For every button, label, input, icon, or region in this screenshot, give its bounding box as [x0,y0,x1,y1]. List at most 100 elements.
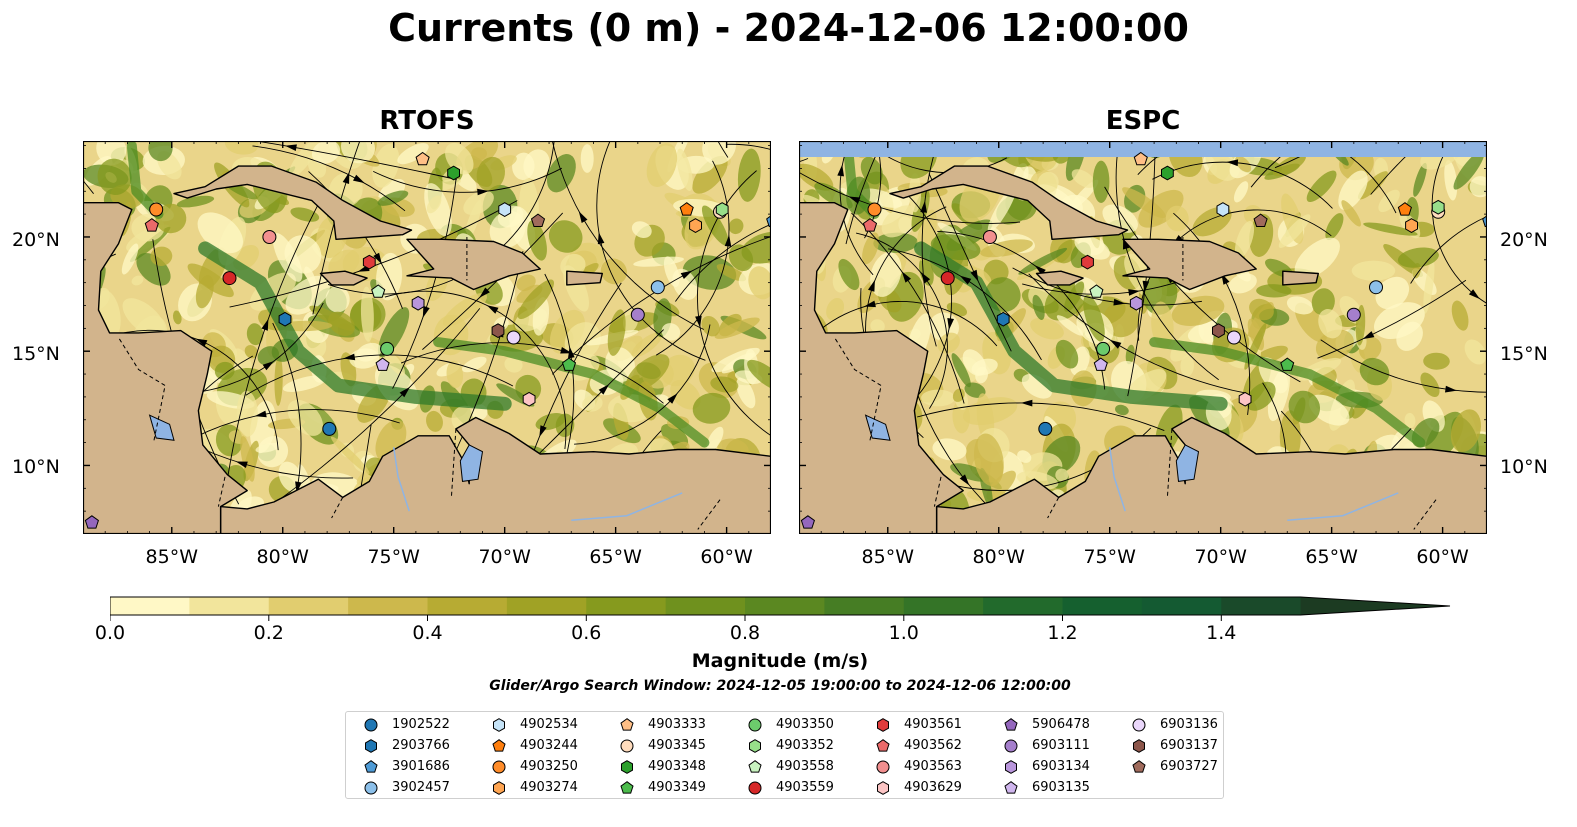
lon-label-60w-espc: 60°W [1416,546,1469,568]
streamline [272,322,302,534]
platform-4903348 [447,165,460,181]
legend-marker-circle-icon [364,781,378,795]
streamline [1152,161,1333,209]
streamline [655,160,730,356]
legend-marker-hexagon-icon [1005,760,1017,774]
platform-6903137 [1212,323,1225,339]
land-hispaniola [406,238,541,291]
colorbar-tick-label: 0.6 [571,622,602,644]
platform-4903250 [149,202,164,217]
streamline-arrow [342,172,350,184]
legend-marker-pentagon-icon [492,739,506,752]
strong-current-band [198,241,512,411]
streamline-arrow [262,361,275,371]
platform-2903766 [996,311,1010,327]
platform-4902534 [498,202,512,217]
streamline-arrow [399,386,411,398]
streamline-arrow [864,300,876,308]
legend-label: 4903352 [776,738,834,753]
streamline [1410,215,1487,284]
lon-label-85w-espc: 85°W [861,546,914,568]
platform-markers [84,151,771,529]
legend-marker-pentagon-icon [620,718,634,731]
streamline [1431,143,1487,305]
country-border [697,499,721,530]
platform-4903349 [1280,357,1295,371]
colorbar-tick-label: 1.2 [1047,622,1078,644]
land-puertorico [566,270,603,286]
platform-4903558 [371,284,386,298]
lon-label-75w-rtofs: 75°W [367,546,420,568]
platform-4903250 [867,202,882,217]
streamline-arrow [578,211,588,223]
streamline [93,329,279,451]
country-border [933,476,942,507]
streamline [253,141,457,180]
platform-4902534 [1216,202,1230,217]
strong-current-band [842,141,880,220]
river [392,447,410,512]
country-border [450,428,457,498]
legend-marker-pentagon-icon [1132,760,1146,773]
streamline [422,212,564,350]
colorbar-segment [983,597,1064,615]
legend-marker-hexagon-icon [749,739,761,753]
streamline [916,402,1165,432]
platform-4903348 [1161,165,1174,181]
streamline [895,194,953,418]
streamline-arrow [959,275,972,285]
streamline [1115,141,1219,381]
country-border [118,337,166,441]
streamline-arrow [261,318,269,331]
legend-marker-hexagon-icon [877,781,889,795]
colorbar-segment [1221,597,1302,615]
platform-6903134 [411,295,425,311]
lon-label-75w-espc: 75°W [1083,546,1136,568]
colorbar-tick-label: 1.4 [1206,622,1237,644]
platform-1902522 [1038,421,1053,436]
legend-marker-hexagon-icon [621,760,633,774]
streamline-arrow [1020,399,1033,407]
lat-label-10n-left: 10°N [12,456,60,478]
colorbar-segment [189,597,270,615]
lon-label-70w-rtofs: 70°W [478,546,531,568]
streamline [373,167,563,193]
colorbar-extend-arrow [1300,597,1450,615]
legend-marker-circle-icon [620,739,634,753]
platform-6903134 [1129,295,1143,311]
lat-label-15n-left: 15°N [12,343,60,365]
streamline-arrow [695,315,702,328]
legend-label: 4903561 [904,717,962,732]
platform-4903562 [862,218,878,232]
platform-6903135 [1093,357,1108,371]
lon-label-80w-espc: 80°W [972,546,1025,568]
streamline-arrow [479,287,490,298]
streamline-arrow [486,305,499,314]
legend-label: 4903563 [904,759,962,774]
legend-marker-pentagon-icon [364,760,378,773]
streamline [1012,267,1202,306]
land [83,165,771,534]
strong-current-band [433,337,710,448]
no-data-band [799,141,1487,157]
streamline [225,196,323,489]
legend-label: 4903250 [520,759,578,774]
legend-marker-hexagon-icon [1133,739,1145,753]
streamline [277,308,481,502]
platform-2903766 [278,311,292,327]
streamline-arrow [1226,159,1239,167]
streamline-arrow [285,144,297,151]
lat-label-10n-right: 10°N [1500,456,1548,478]
streamline [190,442,354,479]
legend-label: 4903562 [904,738,962,753]
streamline-arrow [422,305,430,318]
streamline [1250,141,1302,188]
platform-6903727 [530,213,546,227]
lon-label-60w-rtofs: 60°W [700,546,753,568]
legend-marker-pentagon-icon [1004,781,1018,794]
streamline-arrow [724,234,732,247]
legend-marker-hexagon-icon [365,739,377,753]
legend-marker-circle-icon [748,781,762,795]
platform-legend: 1902522 2903766 3901686 3902457 4902534 49032… [345,711,1224,799]
streamline [524,329,664,469]
